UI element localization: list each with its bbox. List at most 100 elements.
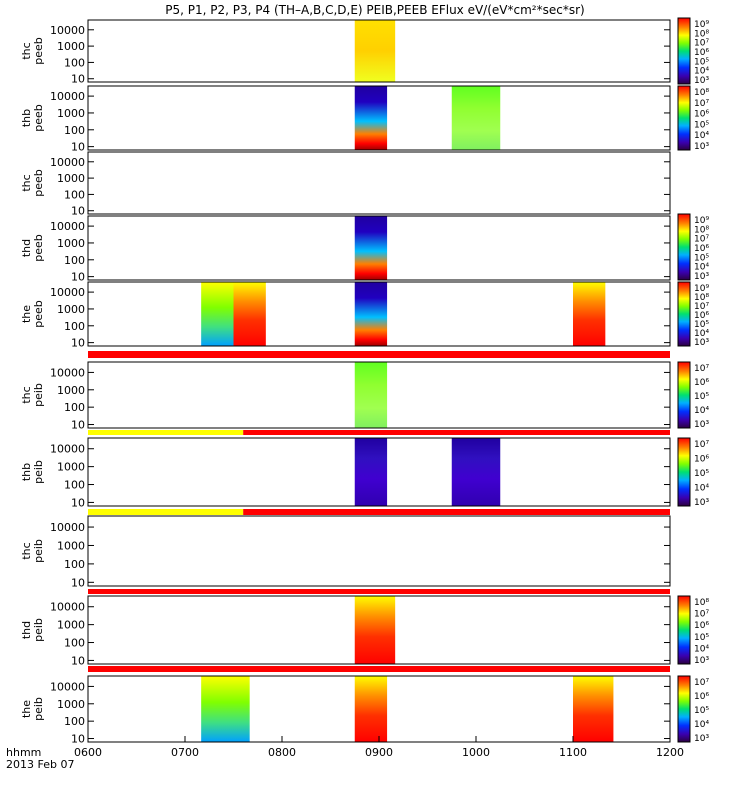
colorbar-tick-label: 10⁵	[694, 706, 709, 716]
spectrogram-segment	[573, 676, 614, 742]
colorbar-tick-label: 10⁷	[694, 610, 709, 620]
panel-label: the peeb	[20, 300, 45, 328]
y-tick-label: 10000	[50, 601, 85, 614]
colorbar-tick-label: 10⁵	[694, 392, 709, 402]
colorbar-tick-label: 10⁴	[694, 67, 709, 77]
y-tick-label: 1000	[57, 107, 85, 120]
colorbar-tick-label: 10⁴	[694, 644, 709, 654]
product-label: peib	[32, 618, 45, 642]
y-tick-label: 1000	[57, 698, 85, 711]
panel-label: thd peeb	[20, 234, 45, 262]
spectrogram-segment	[354, 86, 388, 150]
panel-frame	[87, 515, 671, 587]
colorbar-tick-label: 10⁷	[694, 678, 709, 688]
panel-6: 10 100 1000 10000 thc peib	[20, 361, 671, 432]
colorbar-tick-label: 10⁴	[694, 720, 709, 730]
spectrogram-segment	[201, 282, 234, 346]
y-tick-label: 100	[64, 254, 85, 267]
panel-frame	[87, 19, 671, 83]
x-tick-label: 0600	[74, 746, 102, 759]
y-tick-label: 1000	[57, 539, 85, 552]
colorbar-gradient	[677, 17, 691, 85]
colorbar-gradient	[677, 675, 691, 743]
spectrogram-segment	[354, 20, 396, 82]
colorbar-tick-label: 10⁹	[694, 20, 709, 30]
x-axis: 0600 0700 0800 0900 1000 1100 1200	[74, 736, 684, 759]
colorbar-tick-label: 10⁸	[694, 225, 709, 235]
product-label: peeb	[32, 37, 45, 65]
colorbar-gradient	[677, 281, 691, 347]
panel-frame	[87, 361, 671, 429]
panel-2: 10 100 1000 10000 thb peeb	[20, 85, 671, 154]
mode-bars	[88, 351, 670, 672]
colorbar-8: 10⁷ 10⁶ 10⁵ 10⁴ 10³	[677, 675, 709, 744]
probe-label: thb	[20, 463, 33, 481]
probe-label: thc	[20, 174, 33, 191]
spectrogram-segment	[451, 86, 501, 150]
y-tick-label: 10000	[50, 366, 85, 379]
y-tick-label: 1000	[57, 237, 85, 250]
mode-bar-segment	[243, 509, 670, 515]
panel-frame	[87, 85, 671, 151]
y-tick-label: 1000	[57, 384, 85, 397]
y-tick-label: 10	[71, 271, 85, 284]
spectrogram-segment	[573, 282, 606, 346]
panel-4: 10 100 1000 10000 thd peeb	[20, 215, 671, 284]
colorbar-tick-label: 10⁵	[694, 253, 709, 263]
panel-7: 10 100 1000 10000 thb peib	[20, 437, 671, 509]
x-tick-label: 0700	[171, 746, 199, 759]
probe-label: thc	[20, 542, 33, 559]
colorbar-tick-label: 10⁴	[694, 263, 709, 273]
x-tick-label: 1200	[656, 746, 684, 759]
colorbar-tick-label: 10⁵	[694, 633, 709, 643]
panel-label: thd peib	[20, 618, 45, 642]
colorbar-tick-label: 10⁶	[694, 455, 709, 465]
panel-label: thc peeb	[20, 169, 45, 197]
colorbar-tick-label: 10³	[694, 656, 709, 666]
y-tick-label: 10000	[50, 286, 85, 299]
x-tick-label: 1100	[559, 746, 587, 759]
colorbar-tick-label: 10⁸	[694, 293, 709, 303]
colorbar-tick-label: 10⁵	[694, 469, 709, 479]
product-label: peib	[32, 460, 45, 484]
colorbar-tick-label: 10⁷	[694, 39, 709, 49]
colorbar-tick-label: 10³	[694, 498, 709, 508]
panel-5: 10 100 1000 10000 the peeb	[20, 281, 671, 350]
colorbar-tick-label: 10⁷	[694, 440, 709, 450]
x-axis-label-hhmm: hhmm	[6, 746, 41, 759]
y-tick-label: 100	[64, 637, 85, 650]
panel-label: the peib	[20, 697, 45, 721]
y-tick-label: 1000	[57, 461, 85, 474]
colorbar-tick-label: 10⁴	[694, 406, 709, 416]
panel-frame	[87, 215, 671, 281]
y-tick-label: 10000	[50, 24, 85, 37]
colorbar-tick-label: 10⁵	[694, 57, 709, 67]
panel-frame	[87, 437, 671, 507]
colorbar-tick-label: 10⁴	[694, 131, 709, 141]
colorbar-tick-label: 10⁶	[694, 48, 709, 58]
probe-label: thc	[20, 386, 33, 403]
spectrogram-segment	[354, 438, 388, 506]
mode-bar-segment	[88, 666, 670, 672]
probe-label: thc	[20, 42, 33, 59]
y-tick-label: 10	[71, 73, 85, 86]
x-tick-label: 1000	[462, 746, 490, 759]
y-tick-label: 100	[64, 558, 85, 571]
y-tick-label: 10000	[50, 220, 85, 233]
colorbar-gradient	[677, 213, 691, 281]
mode-bar-segment	[88, 589, 670, 594]
panel-frame	[87, 151, 671, 215]
panel-label: thc peeb	[20, 37, 45, 65]
panel-9: 10 100 1000 10000 thd peib	[20, 595, 671, 667]
product-label: peeb	[32, 169, 45, 197]
colorbar-gradient	[677, 85, 691, 151]
product-label: peeb	[32, 300, 45, 328]
product-label: peib	[32, 539, 45, 563]
x-axis-label-date: 2013 Feb 07	[6, 758, 74, 771]
colorbar-tick-label: 10⁹	[694, 284, 709, 294]
spectrogram-segment	[354, 676, 388, 742]
panel-frame	[87, 281, 671, 347]
